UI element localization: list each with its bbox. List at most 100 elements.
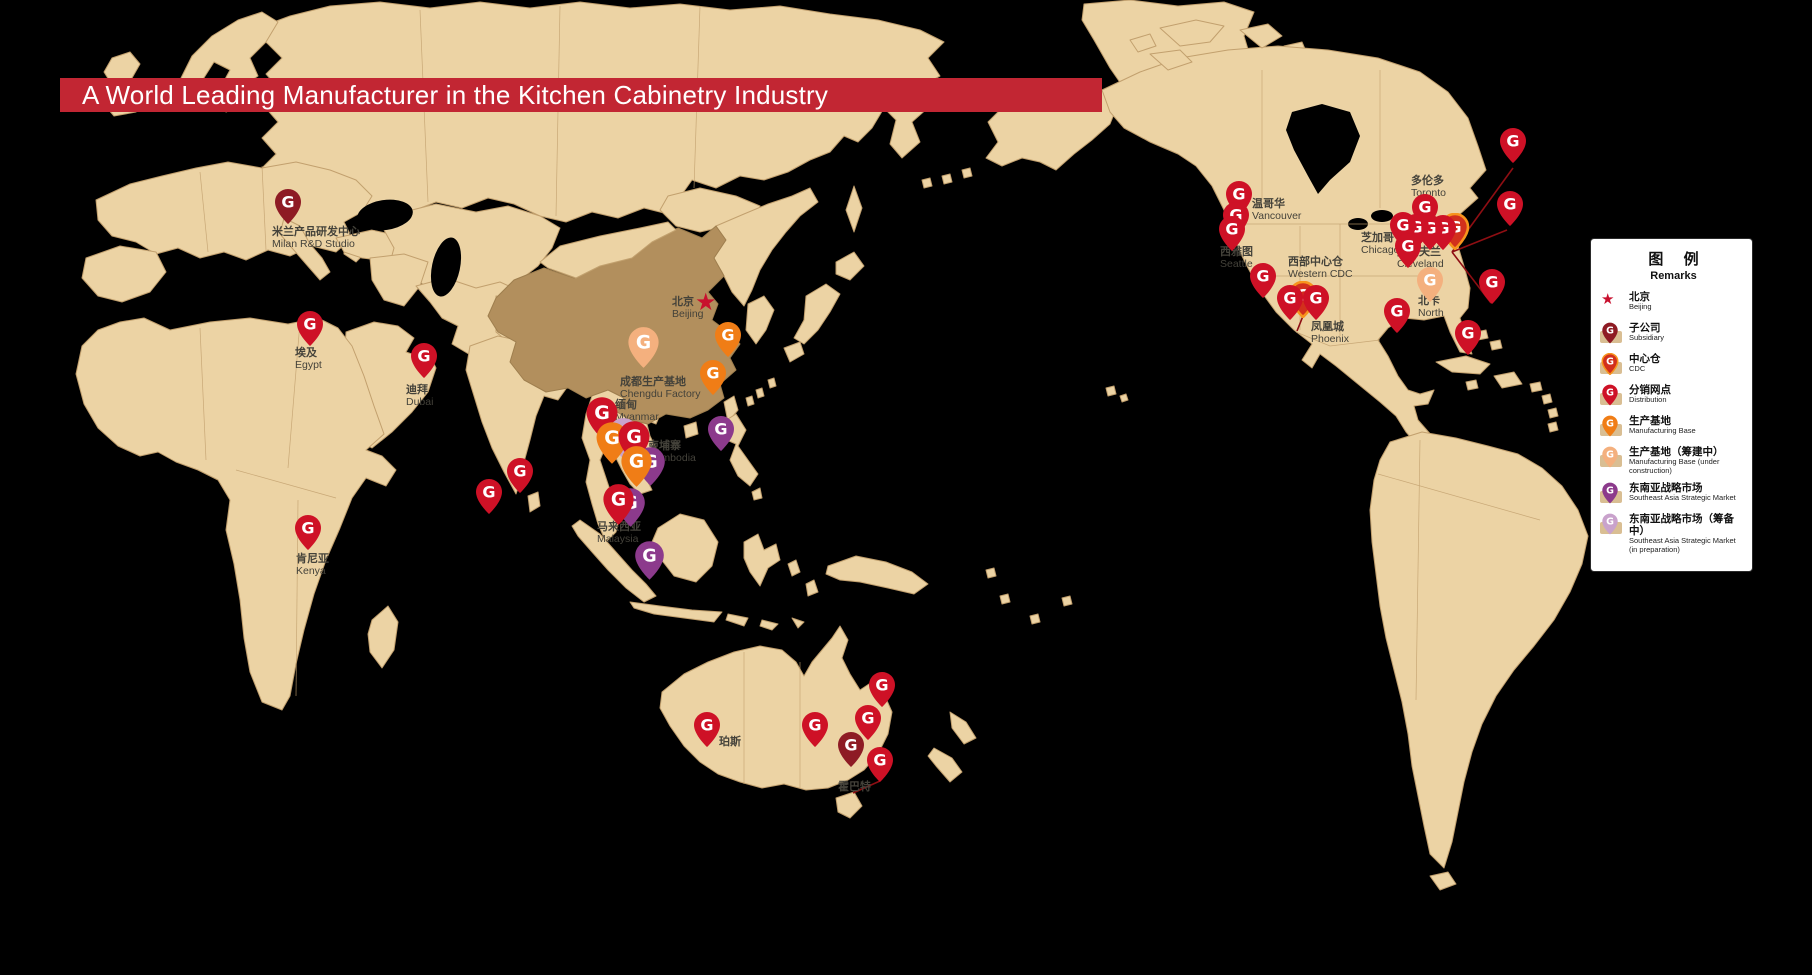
svg-text:G: G — [1418, 198, 1431, 217]
map-pin-distribution: G — [1495, 190, 1525, 227]
svg-text:G: G — [1232, 185, 1245, 204]
landmass-primorye — [711, 187, 819, 307]
map-label: 米兰产品研发中心 Milan R&D Studio — [272, 226, 360, 250]
map-label: 凤凰城 Phoenix — [1311, 321, 1349, 345]
sea_market_prep-pin-icon: G — [1600, 513, 1629, 537]
landmass-hispaniola — [1493, 371, 1523, 389]
legend-title-zh: 图 例 — [1648, 251, 1707, 268]
landmass-italy — [279, 217, 331, 281]
map-pin-distribution: G — [1275, 284, 1305, 321]
svg-text:G: G — [873, 751, 886, 770]
svg-text:G: G — [1606, 326, 1614, 337]
legend-entry-text: 子公司 Subsidiary — [1629, 322, 1665, 342]
landmass-levant — [369, 253, 429, 307]
landmass-tasmania — [835, 791, 863, 819]
legend-entry-manufacturing: G 生产基地 Manufacturing Base — [1600, 415, 1746, 439]
distribution-pin-icon: G — [1600, 384, 1629, 408]
map-label: 迪拜 Dubai — [406, 384, 434, 408]
map-pin-manufacturing_uc: G — [626, 326, 661, 369]
callout-leader-line — [1296, 315, 1304, 332]
map-label: 成都生产基地 Chengdu Factory — [620, 376, 701, 400]
svg-text:G: G — [635, 333, 650, 354]
map-label: 柬埔寨 Cambodia — [648, 440, 696, 464]
legend-title-en: Remarks — [1650, 270, 1697, 282]
map-label: 北京 Beijing — [672, 296, 704, 320]
map-pin-distribution: G — [1248, 262, 1278, 299]
legend-entry-text: 生产基地（筹建中） Manufacturing Base (under const… — [1629, 446, 1724, 475]
map-label: 温哥华 Vancouver — [1252, 198, 1302, 222]
map-pin-sea_market: G — [633, 540, 666, 581]
title-banner-text: A World Leading Manufacturer in the Kitc… — [82, 80, 829, 110]
hudson-bay — [1286, 104, 1360, 194]
beijing-star-icon: ★ — [1601, 291, 1615, 308]
landmass-sri-lanka — [527, 491, 541, 513]
landmass-java — [629, 601, 723, 623]
landmass-cuba — [1435, 355, 1491, 375]
svg-text:G: G — [628, 452, 643, 473]
country-borders — [199, 5, 1541, 788]
svg-text:G: G — [861, 709, 874, 728]
callout-leader-line — [1451, 229, 1508, 253]
svg-text:G: G — [700, 716, 713, 735]
svg-text:G: G — [706, 364, 719, 383]
legend-entry-sea_market_prep: G 东南亚战略市场（筹备中） Southeast Asia Strategic Ma… — [1600, 513, 1746, 554]
svg-text:G: G — [1396, 216, 1409, 235]
map-label: 多伦多 Toronto — [1411, 175, 1447, 199]
map-pin-distribution: G — [692, 711, 722, 748]
legend-entry-manufacturing_uc: G 生产基地（筹建中） Manufacturing Base (under cons… — [1600, 446, 1746, 475]
cdc-pin-icon: G — [1600, 352, 1629, 377]
svg-text:G: G — [417, 347, 430, 366]
map-pin-distribution: G — [1393, 232, 1423, 269]
legend-entry-sea_market: G 东南亚战略市场 Southeast Asia Strategic Market — [1600, 482, 1746, 506]
svg-text:G: G — [1283, 289, 1296, 308]
svg-text:G: G — [1423, 271, 1436, 290]
svg-text:G: G — [1506, 132, 1519, 151]
svg-text:G: G — [714, 420, 727, 439]
map-label: 缅甸 Myanmar — [615, 399, 659, 423]
map-label: 埃及 Egypt — [295, 347, 322, 371]
svg-text:G: G — [1461, 324, 1474, 343]
map-pin-distribution: G — [295, 310, 325, 347]
landmass-sakhalin — [845, 185, 863, 233]
svg-text:G: G — [642, 547, 656, 567]
svg-text:G: G — [1606, 450, 1614, 461]
map-pin-distribution: G — [1498, 127, 1528, 164]
landmass-nz-south — [927, 747, 963, 783]
manufacturing_uc-pin-icon: G — [1600, 446, 1629, 470]
landmass-korea — [745, 295, 775, 345]
landmass-north-america — [1101, 45, 1487, 487]
landmass-taiwan — [723, 395, 739, 423]
svg-text:G: G — [721, 326, 734, 345]
map-pin-distribution: G — [474, 478, 504, 515]
svg-text:G: G — [1390, 302, 1403, 321]
landmasses — [75, 0, 1589, 891]
svg-text:G: G — [482, 483, 495, 502]
svg-text:G: G — [301, 519, 314, 538]
map-pin-distribution: G — [1477, 268, 1507, 305]
map-pin-distribution: G — [800, 711, 830, 748]
svg-text:G: G — [604, 427, 620, 449]
legend-entry-beijing: ★ 北京 Beijing — [1601, 291, 1746, 315]
map-label: 马来西亚 Malaysia — [597, 521, 641, 545]
legend-entry-text: 生产基地 Manufacturing Base — [1629, 415, 1696, 435]
svg-text:G: G — [875, 676, 888, 695]
svg-text:G: G — [1401, 237, 1414, 256]
svg-text:G: G — [1503, 195, 1516, 214]
caspian-sea — [430, 237, 462, 297]
legend-entry-text: 东南亚战略市场 Southeast Asia Strategic Market — [1629, 482, 1736, 502]
svg-text:G: G — [1606, 517, 1614, 528]
landmass-hokkaido — [835, 251, 865, 281]
svg-text:G: G — [610, 490, 625, 511]
legend-entry-text: 东南亚战略市场（筹备中） Southeast Asia Strategic Mar… — [1629, 513, 1736, 554]
landmass-madagascar — [367, 605, 399, 669]
legend-entry-cdc: G 中心仓 CDC — [1600, 352, 1746, 377]
landmass-kyushu — [783, 341, 805, 363]
landmass-africa — [75, 317, 397, 711]
sea_market-pin-icon: G — [1600, 482, 1629, 506]
legend-entry-text: 分销网点 Distribution — [1629, 384, 1671, 404]
landmass-tierra-del-fuego — [1429, 871, 1457, 891]
legend-entry-distribution: G 分销网点 Distribution — [1600, 384, 1746, 408]
svg-text:G: G — [513, 462, 526, 481]
